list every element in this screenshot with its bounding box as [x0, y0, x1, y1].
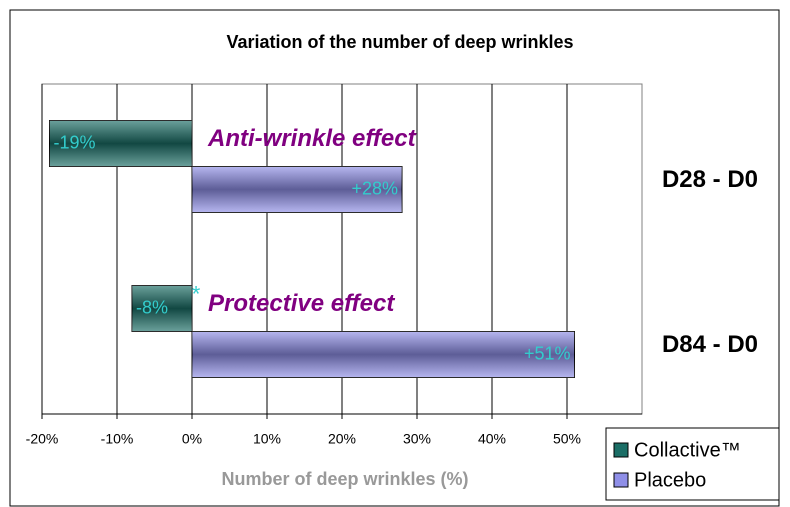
x-tick-label: 50% [553, 431, 581, 447]
x-tick-label: 20% [328, 431, 356, 447]
annotation: Protective effect [208, 290, 395, 317]
bar-shade [49, 120, 192, 167]
legend-label: Placebo [634, 469, 706, 491]
category-label: D84 - D0 [662, 331, 758, 358]
x-tick-label: -20% [26, 431, 59, 447]
x-tick-label: 0% [182, 431, 202, 447]
x-tick-label: -10% [101, 431, 134, 447]
x-tick-label: 30% [403, 431, 431, 447]
x-tick-label: 40% [478, 431, 506, 447]
chart-title: Variation of the number of deep wrinkles [226, 32, 573, 52]
legend-box [605, 427, 780, 501]
annotation: * [192, 281, 201, 306]
legend-swatch [613, 442, 629, 458]
value-label: -8% [136, 297, 168, 317]
value-label: +28% [351, 178, 398, 198]
annotation: Anti-wrinkle effect [207, 125, 417, 152]
legend-swatch [613, 472, 629, 488]
value-label: +51% [524, 343, 571, 363]
x-tick-label: 10% [253, 431, 281, 447]
bar-shade [192, 166, 402, 213]
x-axis-label: Number of deep wrinkles (%) [221, 469, 468, 489]
legend-label: Collactive™ [634, 439, 741, 461]
bar-shade [132, 285, 192, 332]
value-label: -19% [54, 132, 96, 152]
bar-shade [192, 331, 575, 378]
category-label: D28 - D0 [662, 166, 758, 193]
